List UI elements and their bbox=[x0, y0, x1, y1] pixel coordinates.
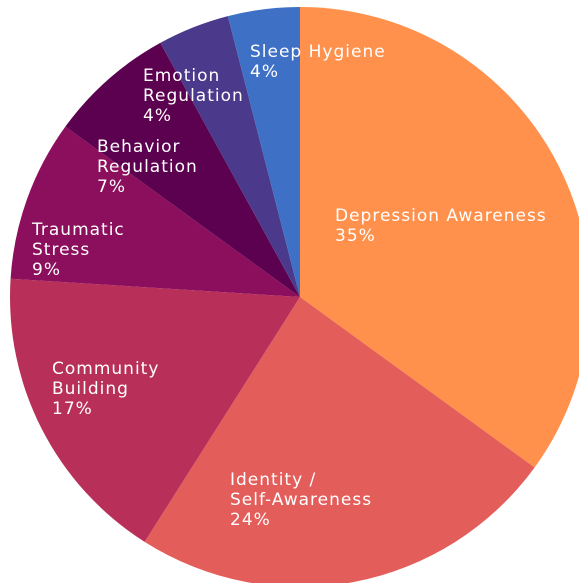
category-label: Self-Awareness bbox=[230, 490, 372, 510]
category-label: Depression Awareness bbox=[335, 206, 547, 226]
value-label: 9% bbox=[32, 260, 61, 280]
category-label: Sleep Hygiene bbox=[250, 42, 386, 62]
slice-label: Emotion Regulation 4% bbox=[143, 66, 244, 126]
pie-slice bbox=[65, 42, 300, 297]
category-label: Stress bbox=[32, 240, 90, 260]
pie-slice bbox=[160, 16, 300, 298]
value-label: 4% bbox=[143, 106, 172, 126]
pie-slice bbox=[144, 297, 535, 583]
value-label: 24% bbox=[230, 510, 271, 530]
value-label: 4% bbox=[250, 62, 279, 82]
category-label: Community bbox=[52, 359, 159, 379]
category-label: Regulation bbox=[97, 157, 198, 177]
category-label: Traumatic bbox=[31, 220, 125, 240]
value-label: 35% bbox=[335, 226, 376, 246]
slice-label: Traumatic Stress 9% bbox=[31, 220, 125, 280]
category-label: Building bbox=[52, 379, 129, 399]
slice-label: Behavior Regulation 7% bbox=[97, 137, 198, 197]
category-label: Behavior bbox=[97, 137, 181, 157]
slice-label: Community Building 17% bbox=[52, 359, 159, 419]
pie-slice bbox=[10, 126, 301, 298]
slice-label: Sleep Hygiene 4% bbox=[250, 42, 386, 82]
value-label: 17% bbox=[52, 399, 93, 419]
pie-slice bbox=[227, 6, 300, 297]
pie-slice bbox=[9, 278, 301, 542]
slice-label: Identity / Self-Awareness 24% bbox=[230, 470, 372, 530]
category-label: Identity / bbox=[230, 470, 316, 490]
pie-slice bbox=[300, 7, 579, 468]
value-label: 7% bbox=[97, 177, 126, 197]
slice-label: Depression Awareness 35% bbox=[335, 206, 547, 246]
category-label: Regulation bbox=[143, 86, 244, 106]
category-label: Emotion bbox=[143, 66, 220, 86]
